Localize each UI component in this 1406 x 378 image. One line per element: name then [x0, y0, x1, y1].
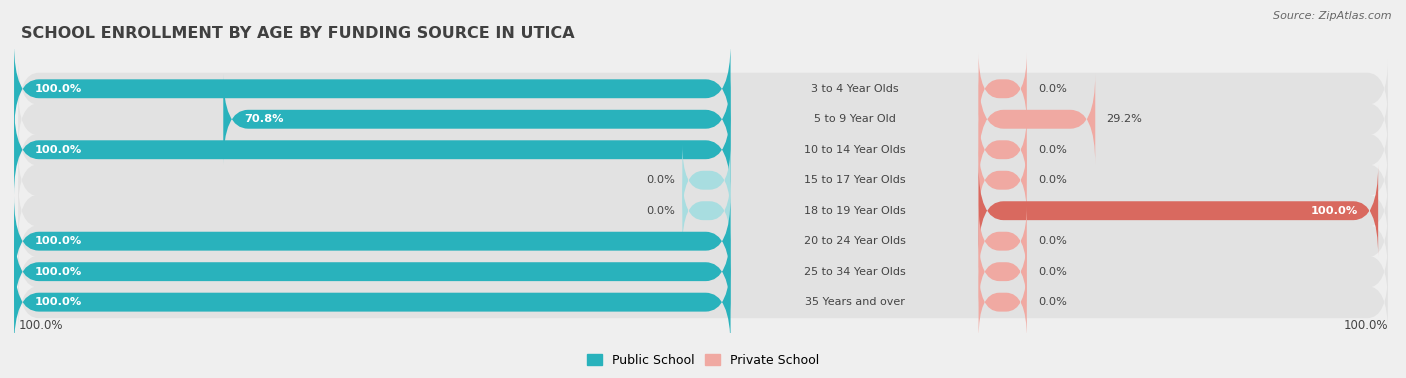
FancyBboxPatch shape — [682, 174, 731, 247]
Text: 15 to 17 Year Olds: 15 to 17 Year Olds — [804, 175, 905, 185]
FancyBboxPatch shape — [14, 104, 731, 195]
Text: 100.0%: 100.0% — [35, 266, 82, 277]
Text: SCHOOL ENROLLMENT BY AGE BY FUNDING SOURCE IN UTICA: SCHOOL ENROLLMENT BY AGE BY FUNDING SOUR… — [21, 26, 575, 42]
Text: 3 to 4 Year Olds: 3 to 4 Year Olds — [811, 84, 898, 94]
Text: 100.0%: 100.0% — [18, 319, 63, 332]
Text: 0.0%: 0.0% — [1038, 145, 1067, 155]
FancyBboxPatch shape — [14, 43, 731, 134]
Text: 0.0%: 0.0% — [1038, 266, 1067, 277]
FancyBboxPatch shape — [979, 144, 1026, 217]
Text: 100.0%: 100.0% — [35, 236, 82, 246]
Text: 100.0%: 100.0% — [1310, 206, 1358, 216]
Text: 29.2%: 29.2% — [1107, 114, 1142, 124]
FancyBboxPatch shape — [979, 113, 1026, 186]
Text: 100.0%: 100.0% — [35, 145, 82, 155]
FancyBboxPatch shape — [979, 53, 1026, 125]
Text: 25 to 34 Year Olds: 25 to 34 Year Olds — [804, 266, 905, 277]
FancyBboxPatch shape — [979, 205, 1026, 277]
Text: 18 to 19 Year Olds: 18 to 19 Year Olds — [804, 206, 905, 216]
FancyBboxPatch shape — [18, 59, 1388, 118]
Text: 0.0%: 0.0% — [647, 206, 675, 216]
FancyBboxPatch shape — [14, 196, 731, 287]
Text: Source: ZipAtlas.com: Source: ZipAtlas.com — [1274, 11, 1392, 21]
Text: 70.8%: 70.8% — [245, 114, 284, 124]
FancyBboxPatch shape — [682, 144, 731, 217]
Text: 5 to 9 Year Old: 5 to 9 Year Old — [814, 114, 896, 124]
FancyBboxPatch shape — [14, 257, 731, 348]
FancyBboxPatch shape — [224, 74, 731, 165]
Text: 0.0%: 0.0% — [1038, 297, 1067, 307]
FancyBboxPatch shape — [18, 181, 1388, 240]
Text: 35 Years and over: 35 Years and over — [804, 297, 904, 307]
Text: 10 to 14 Year Olds: 10 to 14 Year Olds — [804, 145, 905, 155]
Text: 100.0%: 100.0% — [35, 84, 82, 94]
FancyBboxPatch shape — [979, 165, 1378, 256]
Legend: Public School, Private School: Public School, Private School — [582, 349, 824, 372]
FancyBboxPatch shape — [18, 212, 1388, 271]
Text: 20 to 24 Year Olds: 20 to 24 Year Olds — [804, 236, 905, 246]
Text: 100.0%: 100.0% — [1343, 319, 1388, 332]
FancyBboxPatch shape — [979, 235, 1026, 308]
FancyBboxPatch shape — [18, 273, 1388, 332]
FancyBboxPatch shape — [979, 266, 1026, 338]
Text: 0.0%: 0.0% — [647, 175, 675, 185]
FancyBboxPatch shape — [18, 242, 1388, 301]
FancyBboxPatch shape — [18, 120, 1388, 180]
Text: 0.0%: 0.0% — [1038, 175, 1067, 185]
FancyBboxPatch shape — [18, 150, 1388, 210]
Text: 0.0%: 0.0% — [1038, 84, 1067, 94]
FancyBboxPatch shape — [14, 226, 731, 317]
Text: 0.0%: 0.0% — [1038, 236, 1067, 246]
FancyBboxPatch shape — [979, 74, 1095, 165]
FancyBboxPatch shape — [18, 90, 1388, 149]
Text: 100.0%: 100.0% — [35, 297, 82, 307]
